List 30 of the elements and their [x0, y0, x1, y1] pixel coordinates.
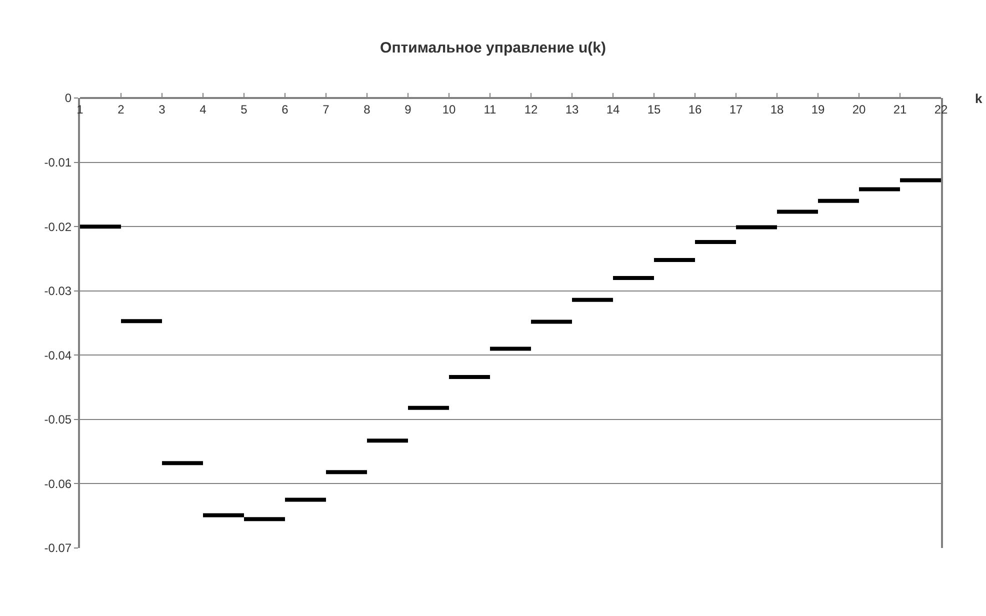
- x-tick-label: 8: [364, 102, 371, 116]
- x-tick-label: 7: [322, 102, 330, 116]
- y-tick-label: -0.05: [44, 412, 72, 427]
- x-tick-label: 4: [200, 102, 207, 116]
- x-tick-label: 19: [811, 102, 825, 116]
- y-tick-label: -0.02: [44, 220, 72, 234]
- x-tick-label: 15: [647, 102, 661, 116]
- x-tick-label: 21: [893, 102, 907, 116]
- y-tick-label: -0.01: [44, 155, 72, 170]
- x-tick-label: 12: [524, 102, 538, 116]
- x-tick-label: 10: [442, 102, 456, 116]
- x-axis-title: k: [975, 91, 983, 106]
- y-tick-label: -0.03: [44, 284, 72, 298]
- chart-title: Оптимальное управление u(k): [380, 39, 606, 56]
- x-tick-label: 13: [565, 102, 579, 116]
- x-tick-label: 18: [770, 102, 784, 116]
- x-tick-label: 20: [852, 102, 866, 116]
- x-tick-label: 6: [282, 102, 289, 116]
- y-tick-label: -0.07: [44, 541, 72, 556]
- x-tick-label: 11: [484, 102, 497, 116]
- x-tick-label: 17: [729, 102, 743, 116]
- y-tick-label: -0.04: [44, 348, 72, 362]
- x-tick-label: 5: [240, 102, 248, 116]
- y-tick-label: -0.06: [44, 476, 72, 491]
- x-tick-label: 16: [688, 102, 702, 116]
- x-tick-label: 2: [118, 102, 125, 116]
- x-tick-label: 14: [606, 102, 620, 116]
- x-tick-label: 3: [158, 102, 166, 116]
- x-tick-label: 9: [404, 102, 412, 116]
- y-tick-label: 0: [64, 91, 72, 106]
